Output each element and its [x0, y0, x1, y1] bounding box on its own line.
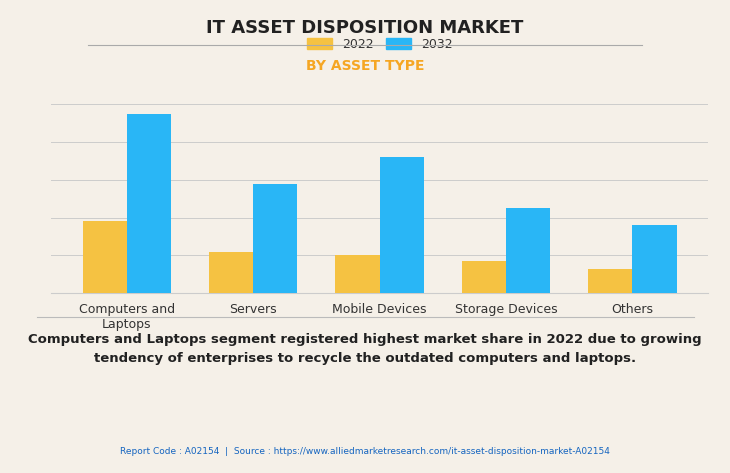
- Text: BY ASSET TYPE: BY ASSET TYPE: [306, 59, 424, 73]
- Bar: [335, 255, 380, 293]
- Bar: [506, 208, 550, 293]
- Bar: [209, 252, 253, 293]
- Bar: [462, 261, 506, 293]
- Bar: [127, 114, 171, 293]
- Bar: [380, 157, 424, 293]
- Text: Report Code : A02154  |  Source : https://www.alliedmarketresearch.com/it-asset-: Report Code : A02154 | Source : https://…: [120, 447, 610, 456]
- Legend: 2022, 2032: 2022, 2032: [301, 33, 458, 56]
- Bar: [253, 184, 298, 293]
- Text: IT ASSET DISPOSITION MARKET: IT ASSET DISPOSITION MARKET: [207, 19, 523, 37]
- Bar: [588, 269, 632, 293]
- Bar: [632, 225, 677, 293]
- Text: Computers and Laptops segment registered highest market share in 2022 due to gro: Computers and Laptops segment registered…: [28, 333, 702, 366]
- Bar: [82, 221, 127, 293]
